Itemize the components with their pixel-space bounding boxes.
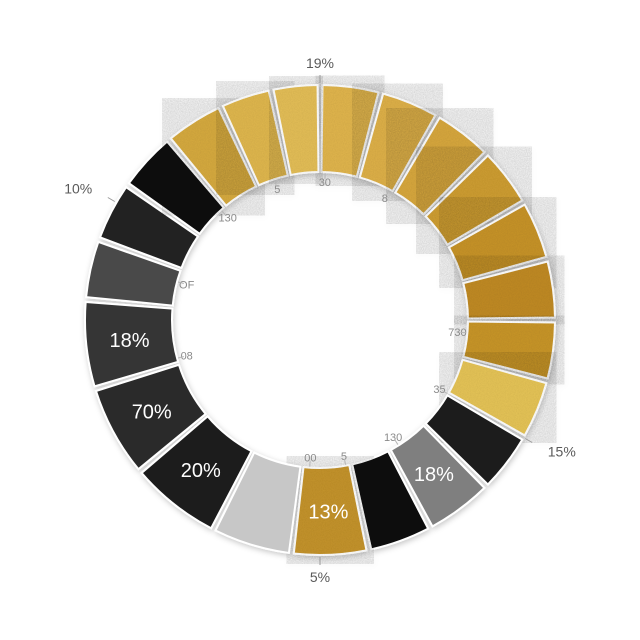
inner-label-3: 35 bbox=[433, 384, 445, 396]
inner-label-5: 5 bbox=[341, 451, 347, 463]
outer-tick-1 bbox=[525, 439, 532, 443]
inner-label-8: OF bbox=[179, 279, 195, 291]
outer-label-0: 19% bbox=[306, 55, 334, 71]
donut-chart: 18%13%20%70%18% 19%15%5%10% 308730351305… bbox=[0, 0, 640, 640]
segment-label-14: 70% bbox=[132, 401, 172, 423]
segment-label-11: 13% bbox=[308, 501, 348, 523]
inner-label-10: 5 bbox=[274, 184, 280, 196]
chart-canvas: 18%13%20%70%18% 19%15%5%10% 308730351305… bbox=[0, 0, 640, 640]
outer-label-3: 10% bbox=[64, 181, 92, 197]
segment-label-13: 20% bbox=[181, 460, 221, 482]
inner-tick-2 bbox=[460, 332, 466, 333]
outer-label-1: 15% bbox=[548, 444, 576, 460]
segment-label-15: 18% bbox=[110, 330, 150, 352]
segment-label-9: 18% bbox=[414, 464, 454, 486]
outer-label-2: 5% bbox=[310, 569, 330, 585]
inner-label-9: 130 bbox=[218, 212, 236, 224]
outer-tick-3 bbox=[108, 198, 115, 202]
inner-label-4: 130 bbox=[384, 432, 402, 444]
